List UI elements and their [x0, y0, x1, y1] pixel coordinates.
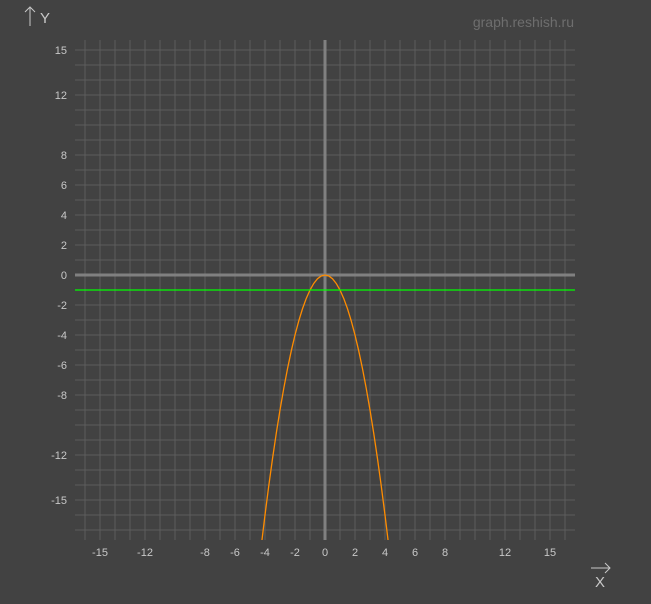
y-tick-labels: 15 12 8 6 4 2 0 -2 -4 -6 -8 -12 -15	[51, 45, 67, 507]
y-tick-label: -2	[57, 300, 67, 312]
x-tick-label: -15	[92, 547, 108, 559]
y-tick-label: -15	[51, 495, 67, 507]
x-tick-labels: -15 -12 -8 -6 -4 -2 0 2 4 6 8 12 15	[92, 547, 556, 559]
series-line-0	[261, 274, 389, 540]
x-tick-label: -2	[290, 547, 300, 559]
series-group	[75, 274, 575, 540]
y-tick-label: 12	[55, 90, 67, 102]
x-tick-label: 0	[322, 547, 328, 559]
y-tick-label: 8	[61, 150, 67, 162]
x-tick-label: -8	[200, 547, 210, 559]
x-tick-label: -4	[260, 547, 270, 559]
y-tick-label: 2	[61, 240, 67, 252]
y-tick-label: 0	[61, 270, 67, 282]
y-axis-label: Y	[40, 10, 50, 27]
x-tick-label: 2	[352, 547, 358, 559]
x-tick-label: 15	[544, 547, 556, 559]
x-tick-label: -12	[137, 547, 153, 559]
y-tick-label: 4	[61, 210, 67, 222]
x-tick-label: 6	[412, 547, 418, 559]
x-tick-label: 4	[382, 547, 388, 559]
x-axis-arrow-icon	[591, 562, 611, 574]
x-tick-label: 8	[442, 547, 448, 559]
y-axis-arrow-icon	[24, 6, 36, 26]
y-tick-label: -4	[57, 330, 67, 342]
y-tick-label: 6	[61, 180, 67, 192]
x-tick-label: 12	[499, 547, 511, 559]
x-tick-label: -6	[230, 547, 240, 559]
y-tick-label: -6	[57, 360, 67, 372]
y-tick-label: -8	[57, 390, 67, 402]
y-tick-label: 15	[55, 45, 67, 57]
x-axis-label: X	[595, 574, 605, 591]
watermark: graph.reshish.ru	[473, 14, 574, 30]
y-tick-label: -12	[51, 450, 67, 462]
